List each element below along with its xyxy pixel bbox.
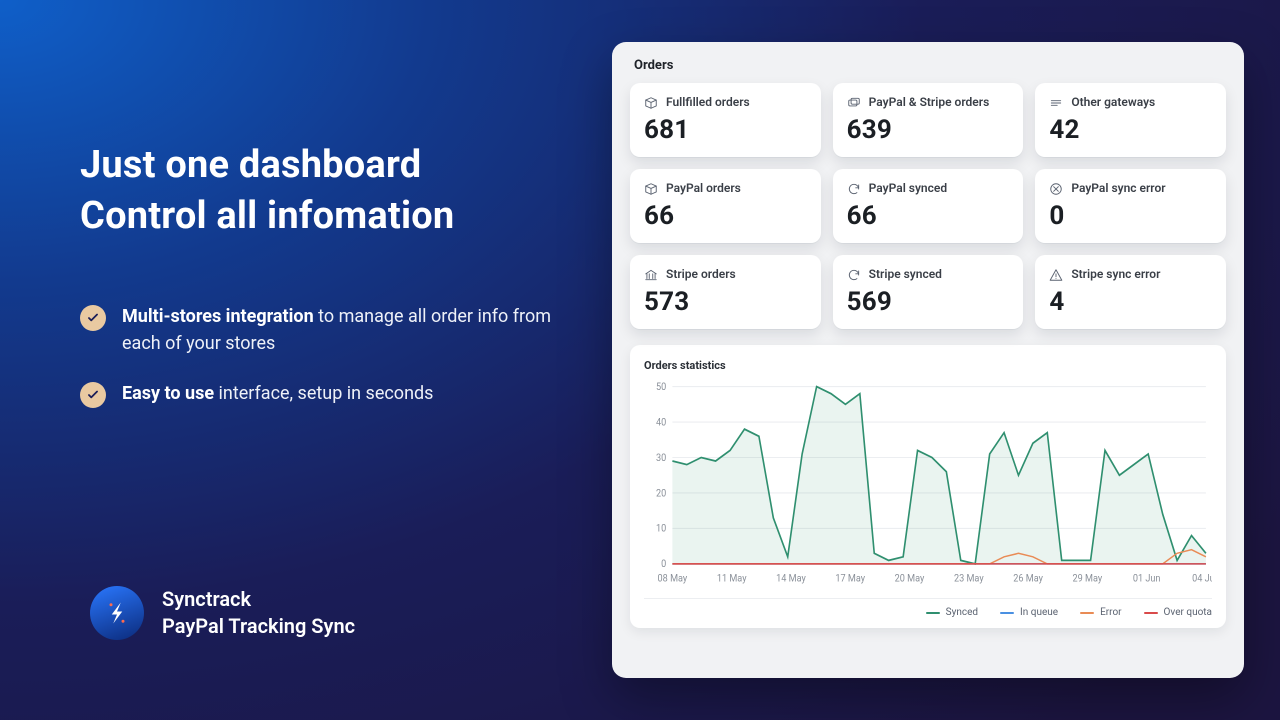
svg-text:01 Jun: 01 Jun bbox=[1133, 573, 1161, 584]
headline-line-2: Control all infomation bbox=[80, 191, 580, 242]
stat-label: Stripe synced bbox=[869, 267, 942, 281]
legend-swatch bbox=[926, 612, 940, 614]
stat-label: PayPal sync error bbox=[1071, 181, 1165, 195]
stat-value: 4 bbox=[1049, 287, 1212, 317]
brand-name-line-2: PayPal Tracking Sync bbox=[162, 613, 355, 640]
chart-title: Orders statistics bbox=[644, 359, 1212, 372]
chart-area: 0 10 20 30 40 50 08 May 11 May 14 May 17 May 20 Ma… bbox=[644, 380, 1212, 588]
hero-copy: Just one dashboard Control all infomatio… bbox=[80, 140, 580, 430]
stat-value: 639 bbox=[847, 115, 1010, 145]
error-icon bbox=[1049, 181, 1063, 195]
stat-card[interactable]: Stripe synced 569 bbox=[833, 255, 1024, 329]
stat-card[interactable]: PayPal orders 66 bbox=[630, 169, 821, 243]
sync-icon bbox=[847, 181, 861, 195]
sync-icon bbox=[847, 267, 861, 281]
check-icon bbox=[80, 382, 106, 408]
svg-text:17 May: 17 May bbox=[835, 573, 865, 584]
chart-legend: Synced In queue Error Over quota bbox=[644, 598, 1212, 618]
brand-text: Synctrack PayPal Tracking Sync bbox=[162, 586, 355, 640]
stat-label: Stripe sync error bbox=[1071, 267, 1160, 281]
svg-text:20: 20 bbox=[656, 488, 666, 499]
stat-value: 66 bbox=[644, 201, 807, 231]
stat-value: 573 bbox=[644, 287, 807, 317]
cards-icon bbox=[847, 95, 861, 109]
orders-statistics-card: Orders statistics 0 10 20 30 40 50 08 May 11 Ma… bbox=[630, 345, 1226, 628]
check-icon bbox=[80, 305, 106, 331]
svg-text:26 May: 26 May bbox=[1013, 573, 1043, 584]
headline-line-1: Just one dashboard bbox=[80, 140, 580, 191]
stat-card[interactable]: PayPal sync error 0 bbox=[1035, 169, 1226, 243]
svg-text:08 May: 08 May bbox=[658, 573, 688, 584]
stat-card[interactable]: Stripe orders 573 bbox=[630, 255, 821, 329]
panel-title: Orders bbox=[634, 58, 1226, 73]
legend-swatch bbox=[1144, 612, 1158, 614]
svg-text:04 Jun: 04 Jun bbox=[1192, 573, 1212, 584]
legend-swatch bbox=[1080, 612, 1094, 614]
hero-headline: Just one dashboard Control all infomatio… bbox=[80, 140, 580, 243]
stat-value: 66 bbox=[847, 201, 1010, 231]
orders-panel: Orders Fullfilled orders 681 PayPal & Stri… bbox=[612, 42, 1244, 678]
warn-icon bbox=[1049, 267, 1063, 281]
bullet-text: Easy to use interface, setup in seconds bbox=[122, 380, 433, 408]
bullet-text: Multi-stores integration to manage all o… bbox=[122, 303, 580, 359]
svg-text:20 May: 20 May bbox=[895, 573, 925, 584]
stat-card[interactable]: PayPal synced 66 bbox=[833, 169, 1024, 243]
brand-block: Synctrack PayPal Tracking Sync bbox=[90, 586, 355, 640]
stat-label: PayPal orders bbox=[666, 181, 741, 195]
hero-bullets: Multi-stores integration to manage all o… bbox=[80, 303, 580, 409]
brand-name-line-1: Synctrack bbox=[162, 586, 355, 613]
stat-card[interactable]: PayPal & Stripe orders 639 bbox=[833, 83, 1024, 157]
box-icon bbox=[644, 181, 658, 195]
gateway-icon bbox=[1049, 95, 1063, 109]
stat-grid: Fullfilled orders 681 PayPal & Stripe orde… bbox=[630, 83, 1226, 329]
stat-value: 569 bbox=[847, 287, 1010, 317]
legend-item-error[interactable]: Error bbox=[1080, 607, 1121, 618]
stat-card[interactable]: Stripe sync error 4 bbox=[1035, 255, 1226, 329]
stat-value: 0 bbox=[1049, 201, 1212, 231]
bullet-rest: interface, setup in seconds bbox=[214, 383, 433, 404]
svg-text:30: 30 bbox=[656, 452, 666, 463]
stat-label: PayPal & Stripe orders bbox=[869, 95, 990, 109]
svg-text:40: 40 bbox=[656, 417, 666, 428]
legend-label: Synced bbox=[946, 607, 978, 618]
svg-text:11 May: 11 May bbox=[717, 573, 747, 584]
svg-text:29 May: 29 May bbox=[1073, 573, 1103, 584]
legend-item-over_quota[interactable]: Over quota bbox=[1144, 607, 1212, 618]
stat-card[interactable]: Other gateways 42 bbox=[1035, 83, 1226, 157]
svg-text:50: 50 bbox=[656, 382, 666, 393]
stat-label: Stripe orders bbox=[666, 267, 736, 281]
stat-label: Fullfilled orders bbox=[666, 95, 750, 109]
svg-text:10: 10 bbox=[656, 523, 666, 534]
stat-label: Other gateways bbox=[1071, 95, 1155, 109]
legend-swatch bbox=[1000, 612, 1014, 614]
svg-text:0: 0 bbox=[661, 559, 666, 570]
bullet-item: Multi-stores integration to manage all o… bbox=[80, 303, 580, 359]
legend-label: Error bbox=[1100, 607, 1121, 618]
stat-card[interactable]: Fullfilled orders 681 bbox=[630, 83, 821, 157]
promo-root: Just one dashboard Control all infomatio… bbox=[0, 0, 1280, 720]
legend-item-synced[interactable]: Synced bbox=[926, 607, 978, 618]
svg-text:23 May: 23 May bbox=[954, 573, 984, 584]
bullet-strong: Multi-stores integration bbox=[122, 306, 314, 327]
box-icon bbox=[644, 95, 658, 109]
legend-label: Over quota bbox=[1164, 607, 1212, 618]
chart-svg: 0 10 20 30 40 50 08 May 11 May 14 May 17 May 20 Ma… bbox=[644, 380, 1212, 588]
stat-value: 42 bbox=[1049, 115, 1212, 145]
svg-text:14 May: 14 May bbox=[776, 573, 806, 584]
legend-label: In queue bbox=[1020, 607, 1058, 618]
stat-label: PayPal synced bbox=[869, 181, 947, 195]
stat-value: 681 bbox=[644, 115, 807, 145]
bullet-strong: Easy to use bbox=[122, 383, 214, 404]
bullet-item: Easy to use interface, setup in seconds bbox=[80, 380, 580, 408]
brand-logo-icon bbox=[90, 586, 144, 640]
bank-icon bbox=[644, 267, 658, 281]
legend-item-in_queue[interactable]: In queue bbox=[1000, 607, 1058, 618]
